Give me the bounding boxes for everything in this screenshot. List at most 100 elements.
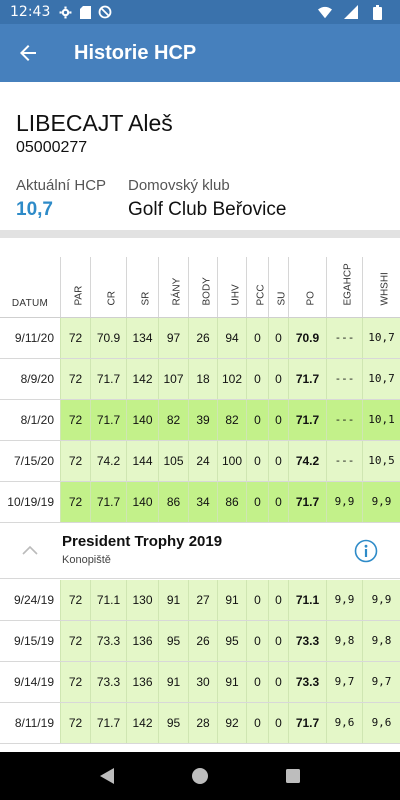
nav-back-button[interactable] <box>97 766 117 786</box>
cell-po: 73.3 <box>288 621 326 661</box>
column-header-whshi: WHSHI <box>362 238 400 317</box>
cell-uhv: 91 <box>217 580 246 620</box>
nav-home-button[interactable] <box>190 766 210 786</box>
table-header: DATUM PAR CR SR RÁNY BODY UHV PCC SU PO EGAHCP WHS… <box>0 238 400 318</box>
cell-pcc: 0 <box>246 703 268 743</box>
row-date: 8/11/19 <box>0 703 60 743</box>
battery-icon <box>370 4 384 20</box>
cell-cr: 71.1 <box>90 580 126 620</box>
column-header-label: PO <box>305 291 317 306</box>
column-divider <box>188 257 189 317</box>
section-divider <box>0 230 400 238</box>
cell-pcc: 0 <box>246 318 268 358</box>
row-date: 8/9/20 <box>0 359 60 399</box>
cell-po: 73.3 <box>288 662 326 702</box>
cell-su: 0 <box>268 662 288 702</box>
column-header-label: RÁNY <box>171 277 183 306</box>
column-header-sr: SR <box>126 238 158 317</box>
table-row[interactable]: 9/24/19 72 71.1 130 91 27 91 0 0 71.1 9,9 9,9 <box>0 580 400 621</box>
table-row[interactable]: 9/14/19 72 73.3 136 91 30 91 0 0 73.3 9,7 9,7 <box>0 662 400 703</box>
cell-egahcp: 9,9 <box>326 482 362 522</box>
cell-pcc: 0 <box>246 580 268 620</box>
cell-whshi: 10,7 <box>362 359 400 399</box>
info-icon[interactable] <box>354 539 378 563</box>
cell-sr: 136 <box>126 662 158 702</box>
cell-pcc: 0 <box>246 482 268 522</box>
cell-sr: 144 <box>126 441 158 481</box>
page-title: Historie HCP <box>74 41 197 64</box>
cell-par: 72 <box>60 580 90 620</box>
status-bar: 12:43 <box>0 0 400 24</box>
table-row[interactable]: 8/9/20 72 71.7 142 107 18 102 0 0 71.7 --- 10,7 <box>0 359 400 400</box>
table-row[interactable]: 10/19/19 72 71.7 140 86 34 86 0 0 71.7 9,9 9,9 <box>0 482 400 523</box>
cell-whshi: 9,6 <box>362 703 400 743</box>
cell-egahcp: 9,9 <box>326 580 362 620</box>
column-header-egahcp: EGAHCP <box>326 238 362 317</box>
chevron-up-icon[interactable] <box>20 541 40 561</box>
gear-icon <box>58 5 72 19</box>
home-circle-icon <box>191 768 208 784</box>
cell-egahcp: --- <box>326 359 362 399</box>
cell-whshi: 9,8 <box>362 621 400 661</box>
player-profile: LIBECAJT Aleš 05000277 Aktuální HCP Domo… <box>0 82 400 230</box>
date-column-header: DATUM <box>11 298 49 309</box>
cell-cr: 71.7 <box>90 482 126 522</box>
cell-cr: 74.2 <box>90 441 126 481</box>
tournament-group-header[interactable]: President Trophy 2019 Konopiště <box>0 523 400 579</box>
cell-points: 24 <box>188 441 217 481</box>
table-row[interactable]: 7/15/20 72 74.2 144 105 24 100 0 0 74.2 --- 10,5 <box>0 441 400 482</box>
table-row[interactable]: 8/1/20 72 71.7 140 82 39 82 0 0 71.7 --- 10,1 <box>0 400 400 441</box>
system-nav-bar <box>0 752 400 800</box>
cell-whshi: 10,7 <box>362 318 400 358</box>
cell-cr: 73.3 <box>90 662 126 702</box>
player-name: LIBECAJT Aleš <box>16 110 173 136</box>
column-header-cr: CR <box>90 238 126 317</box>
cell-su: 0 <box>268 621 288 661</box>
column-header-po: PO <box>288 238 326 317</box>
cell-par: 72 <box>60 318 90 358</box>
cell-su: 0 <box>268 580 288 620</box>
row-date: 9/15/19 <box>0 621 60 661</box>
column-header-label: SR <box>140 291 152 306</box>
cell-uhv: 86 <box>217 482 246 522</box>
column-divider <box>362 257 363 317</box>
table-row[interactable]: 8/11/19 72 71.7 142 95 28 92 0 0 71.7 9,6 9,6 <box>0 703 400 744</box>
cell-strokes: 95 <box>158 621 188 661</box>
cell-whshi: 9,9 <box>362 580 400 620</box>
back-button[interactable] <box>0 24 56 82</box>
cell-strokes: 91 <box>158 580 188 620</box>
cell-sr: 134 <box>126 318 158 358</box>
cell-egahcp: 9,7 <box>326 662 362 702</box>
cell-egahcp: --- <box>326 400 362 440</box>
nav-recents-button[interactable] <box>283 766 303 786</box>
table-row[interactable]: 9/11/20 72 70.9 134 97 26 94 0 0 70.9 --- 10,7 <box>0 318 400 359</box>
cell-pcc: 0 <box>246 441 268 481</box>
cell-pcc: 0 <box>246 621 268 661</box>
recents-square-icon <box>286 769 301 783</box>
column-divider <box>158 257 159 317</box>
cell-uhv: 82 <box>217 400 246 440</box>
cell-pcc: 0 <box>246 662 268 702</box>
cell-su: 0 <box>268 703 288 743</box>
hcp-history-table[interactable]: DATUM PAR CR SR RÁNY BODY UHV PCC SU PO EGAHCP WHS… <box>0 238 400 752</box>
cell-strokes: 105 <box>158 441 188 481</box>
cell-su: 0 <box>268 400 288 440</box>
cell-strokes: 107 <box>158 359 188 399</box>
back-triangle-icon <box>99 768 114 784</box>
arrow-back-icon <box>20 45 36 61</box>
column-divider <box>60 257 61 317</box>
cell-po: 71.7 <box>288 482 326 522</box>
cell-sr: 140 <box>126 400 158 440</box>
tournament-name: President Trophy 2019 <box>62 533 223 550</box>
club-label: Domovský klub <box>128 177 230 194</box>
cell-par: 72 <box>60 482 90 522</box>
cell-egahcp: 9,8 <box>326 621 362 661</box>
cell-par: 72 <box>60 359 90 399</box>
cell-egahcp: --- <box>326 441 362 481</box>
cell-po: 71.7 <box>288 400 326 440</box>
cell-uhv: 94 <box>217 318 246 358</box>
cell-strokes: 86 <box>158 482 188 522</box>
table-row[interactable]: 9/15/19 72 73.3 136 95 26 95 0 0 73.3 9,8 9,8 <box>0 621 400 662</box>
cell-strokes: 97 <box>158 318 188 358</box>
tournament-location: Konopiště <box>62 554 111 566</box>
